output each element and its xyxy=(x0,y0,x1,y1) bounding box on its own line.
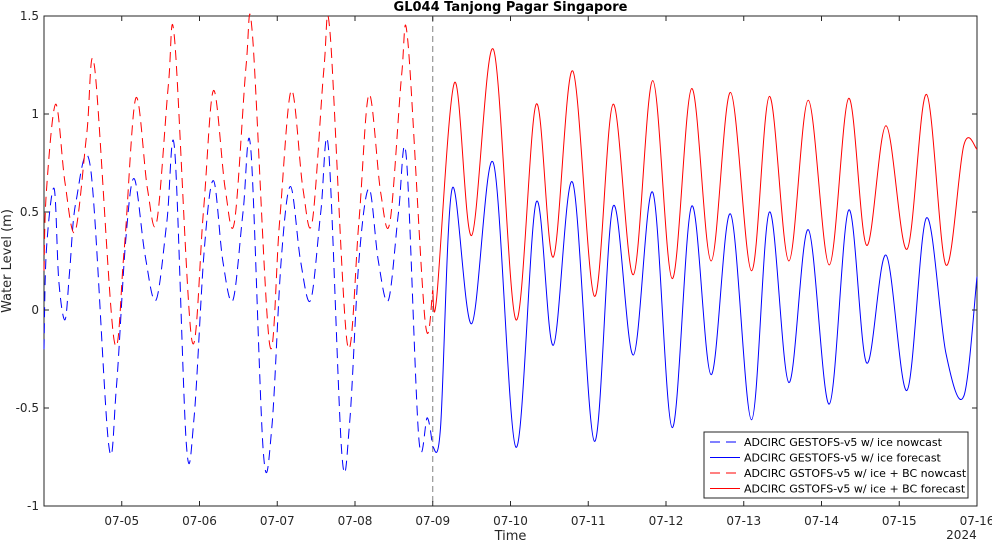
series-gestofs-nowcast-line xyxy=(43,137,434,474)
x-tick-label: 07-10 xyxy=(493,514,528,528)
legend-label: ADCIRC GSTOFS-v5 w/ ice + BC nowcast xyxy=(744,467,967,480)
x-axis-year-label: 2024 xyxy=(946,528,977,541)
x-tick-label: 07-06 xyxy=(182,514,217,528)
x-tick-label: 07-09 xyxy=(415,514,450,528)
x-tick-label: 07-16 xyxy=(960,514,992,528)
y-axis: -1 -0.5 0 0.5 1 1.5 xyxy=(16,9,977,513)
x-tick-label: 07-15 xyxy=(882,514,917,528)
legend-label: ADCIRC GSTOFS-v5 w/ ice + BC forecast xyxy=(744,483,966,496)
y-tick-label: 1 xyxy=(31,107,39,121)
legend: ADCIRC GESTOFS-v5 w/ ice nowcast ADCIRC G… xyxy=(703,431,969,499)
y-axis-label: Water Level (m) xyxy=(0,209,15,313)
y-tick-label: 1.5 xyxy=(20,9,39,23)
series-gstofs-bc-forecast-line xyxy=(432,48,978,321)
legend-label: ADCIRC GESTOFS-v5 w/ ice nowcast xyxy=(744,436,943,449)
y-tick-label: -0.5 xyxy=(16,401,39,415)
x-tick-label: 07-05 xyxy=(104,514,139,528)
series-group xyxy=(43,13,978,474)
y-tick-label: -1 xyxy=(27,499,39,513)
x-axis-label: Time xyxy=(494,529,527,541)
series-gestofs-forecast-line xyxy=(432,160,978,453)
y-tick-label: 0 xyxy=(31,303,39,317)
legend-label: ADCIRC GESTOFS-v5 w/ ice forecast xyxy=(744,452,942,465)
series-gstofs-bc-nowcast-line xyxy=(43,13,434,350)
chart-title: GL044 Tanjong Pagar Singapore xyxy=(394,0,628,15)
y-tick-label: 0.5 xyxy=(20,205,39,219)
x-tick-label: 07-14 xyxy=(804,514,839,528)
x-tick-label: 07-07 xyxy=(260,514,295,528)
x-tick-label: 07-12 xyxy=(649,514,684,528)
x-axis: 07-05 07-06 07-07 07-08 07-09 07-10 07-11 07-12… xyxy=(104,16,992,528)
legend-box xyxy=(703,431,969,499)
x-tick-label: 07-08 xyxy=(338,514,373,528)
x-tick-label: 07-13 xyxy=(726,514,761,528)
x-tick-label: 07-11 xyxy=(571,514,606,528)
